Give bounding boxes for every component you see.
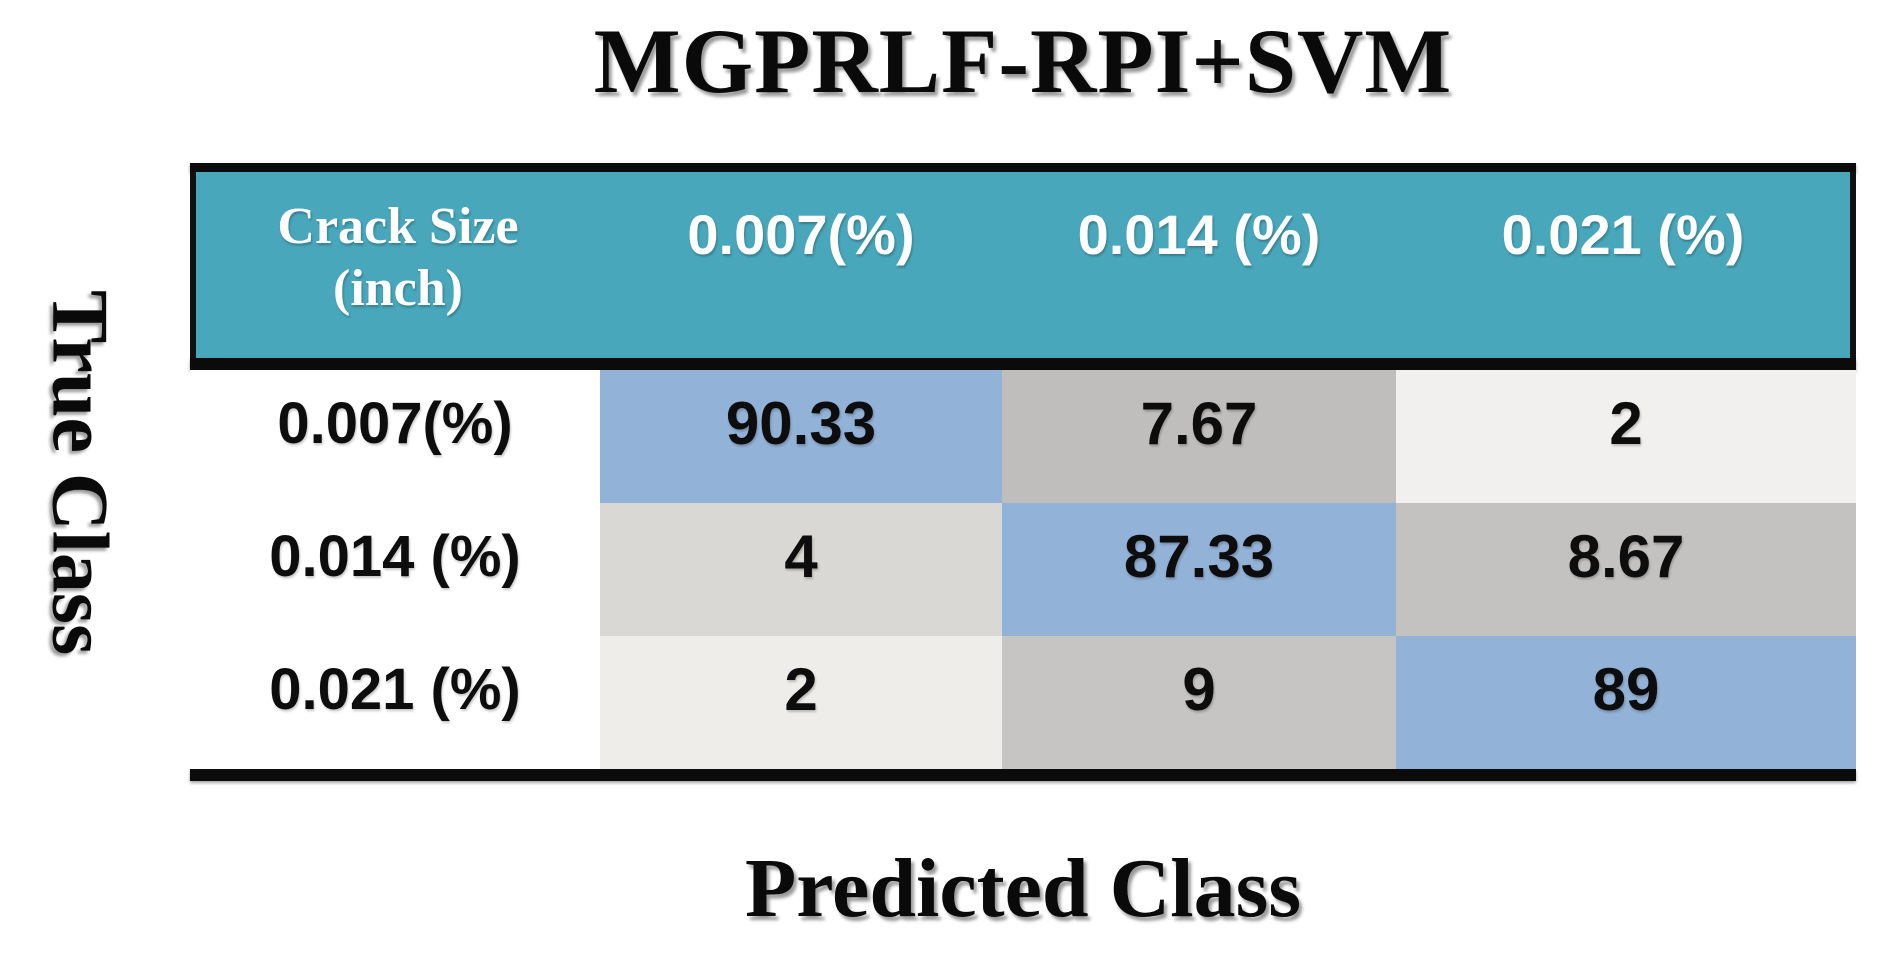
row-label-0007: 0.007(%) — [190, 370, 600, 503]
cell-r1-c1: 87.33 — [1002, 503, 1396, 636]
row-label-0021: 0.021 (%) — [190, 636, 600, 769]
row-label-0014: 0.014 (%) — [190, 503, 600, 636]
cell-r0-c1: 7.67 — [1002, 370, 1396, 503]
cell-r0-c2: 2 — [1396, 370, 1856, 503]
corner-label-line2: (inch) — [333, 260, 463, 318]
confusion-matrix-table: Crack Size (inch) 0.007(%) 0.014 (%) 0.0… — [190, 163, 1856, 781]
y-axis-label: True Class — [35, 290, 124, 656]
header-col-0007: 0.007(%) — [687, 203, 915, 266]
table-bottom-border — [190, 769, 1856, 781]
table-top-border — [190, 163, 1856, 172]
table-header-row: Crack Size (inch) 0.007(%) 0.014 (%) 0.0… — [190, 172, 1856, 358]
cell-r2-c2: 89 — [1396, 636, 1856, 769]
header-col-0014: 0.014 (%) — [1077, 203, 1321, 266]
x-axis-label: Predicted Class — [744, 842, 1302, 935]
cell-r1-c0: 4 — [600, 503, 1002, 636]
cell-r0-c0: 90.33 — [600, 370, 1002, 503]
corner-label-line1: Crack Size — [277, 198, 519, 255]
table-body: 0.007(%) 90.33 7.67 2 0.014 (%) 4 87.33 … — [190, 370, 1856, 769]
header-separator-border — [190, 358, 1856, 370]
cell-r2-c0: 2 — [600, 636, 1002, 769]
figure-title: MGPRLF-RPI+SVM — [593, 10, 1453, 112]
header-col-0021: 0.021 (%) — [1501, 203, 1745, 266]
header-corner-cell: Crack Size (inch) — [196, 172, 600, 358]
cell-r1-c2: 8.67 — [1396, 503, 1856, 636]
cell-r2-c1: 9 — [1002, 636, 1396, 769]
